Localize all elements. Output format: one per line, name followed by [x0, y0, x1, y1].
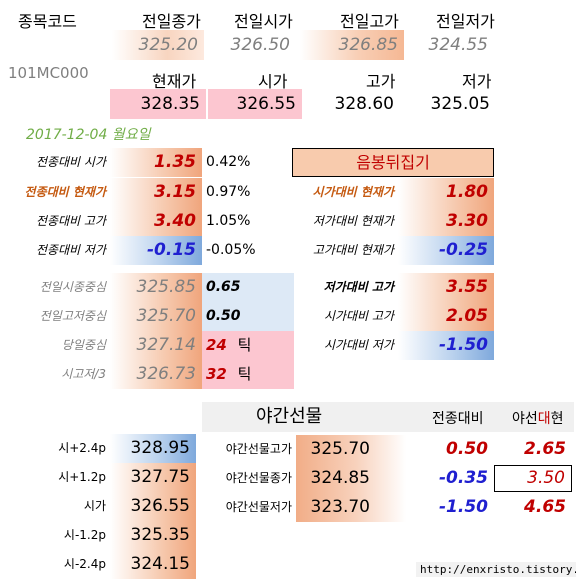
- curr-low-value: 325.05: [430, 94, 490, 114]
- prev-low-label: 전일저가: [436, 12, 495, 31]
- prev-oc-center-label: 전일시종중심: [39, 280, 106, 294]
- night-header-bg: [202, 402, 574, 432]
- compare-low-label: 전종대비 저가: [35, 243, 106, 257]
- level-plus24-value: 328.95: [110, 434, 196, 463]
- today-center-ticks: 24 틱: [202, 331, 294, 360]
- low-vs-current-value: 3.30: [398, 207, 494, 236]
- compare-open-pct: 0.42%: [206, 154, 251, 170]
- compare-low-value: -0.15: [110, 236, 202, 265]
- level-minus12-label: 시-1.2p: [63, 528, 106, 542]
- ohl3-ticks-count: 32: [206, 365, 227, 383]
- prev-high-value: 326.85: [300, 30, 404, 60]
- night-title: 야간선물: [256, 406, 323, 427]
- low-vs-high-label: 저가대비 고가: [323, 280, 394, 294]
- compare-open-value: 1.35: [110, 148, 202, 177]
- compare-high-value: 3.40: [110, 207, 202, 236]
- level-open-value: 326.55: [110, 492, 196, 521]
- prev-close-value: 325.20: [112, 30, 204, 60]
- curr-price-value: 328.35: [110, 89, 206, 119]
- night-low-vs: 4.65: [524, 497, 566, 517]
- prev-hl-center-diff: 0.50: [202, 302, 294, 331]
- night-low-value: 323.70: [296, 493, 406, 522]
- open-vs-low-label: 시가대비 저가: [323, 338, 394, 352]
- prev-oc-center-diff: 0.65: [202, 273, 294, 302]
- curr-open-label: 시가: [258, 72, 288, 91]
- night-col-diff: 전종대비: [432, 411, 484, 427]
- level-open-label: 시가: [83, 499, 106, 513]
- curr-high-value: 328.60: [334, 94, 394, 114]
- open-vs-high-value: 2.05: [398, 302, 494, 331]
- compare-high-pct: 1.05%: [206, 213, 251, 229]
- today-ticks-count: 24: [206, 336, 227, 354]
- prev-open-label: 전일시가: [234, 12, 293, 31]
- open-vs-current-label: 시가대비 현재가: [312, 185, 394, 199]
- prev-oc-center-value: 325.85: [110, 273, 202, 302]
- prev-high-label: 전일고가: [340, 12, 399, 31]
- compare-high-label: 전종대비 고가: [35, 214, 106, 228]
- prev-hl-center-value: 325.70: [110, 302, 202, 331]
- curr-high-label: 고가: [366, 72, 396, 91]
- night-high-label: 야간선물고가: [225, 442, 292, 456]
- night-low-label: 야간선물저가: [225, 500, 292, 514]
- compare-low-pct: -0.05%: [206, 242, 256, 258]
- compare-current-label: 전종대비 현재가: [24, 185, 106, 199]
- code-value: 101MC000: [8, 64, 89, 82]
- level-plus12-label: 시+1.2p: [58, 470, 106, 484]
- code-label: 종목코드: [18, 12, 77, 31]
- level-minus24-label: 시-2.4p: [63, 557, 106, 571]
- night-close-value: 324.85: [296, 464, 406, 493]
- night-high-vs: 2.65: [524, 439, 566, 459]
- compare-current-pct: 0.97%: [206, 184, 251, 200]
- ohl3-ticks: 32 틱: [202, 360, 294, 389]
- high-vs-current-value: -0.25: [398, 236, 494, 265]
- today-center-label: 당일중심: [61, 338, 106, 352]
- prev-low-value: 324.55: [428, 35, 488, 55]
- night-col-vs: 야선대현: [512, 411, 564, 427]
- open-vs-current-value: 1.80: [398, 178, 494, 207]
- open-vs-low-value: -1.50: [398, 331, 494, 360]
- curr-price-label: 현재가: [152, 72, 197, 91]
- night-close-label: 야간선물종가: [225, 471, 292, 485]
- prev-hl-center-label: 전일고저중심: [39, 309, 106, 323]
- prev-close-label: 전일종가: [142, 12, 201, 31]
- level-minus24-value: 324.15: [110, 550, 196, 579]
- night-high-value: 325.70: [296, 435, 406, 464]
- curr-low-label: 저가: [462, 72, 492, 91]
- today-ticks-unit: 틱: [237, 336, 252, 354]
- level-plus24-label: 시+2.4p: [58, 441, 106, 455]
- low-vs-current-label: 저가대비 현재가: [312, 214, 394, 228]
- level-plus12-value: 327.75: [110, 463, 196, 492]
- open-vs-high-label: 시가대비 고가: [323, 309, 394, 323]
- night-high-diff: 0.50: [446, 439, 488, 459]
- night-close-diff: -0.35: [439, 468, 488, 488]
- level-minus12-value: 325.35: [110, 521, 196, 550]
- night-close-vs: 3.50: [494, 465, 572, 492]
- watermark-link[interactable]: http://enxristo.tistory.com: [416, 562, 576, 577]
- compare-open-label: 전종대비 시가: [35, 155, 106, 169]
- date-label: 2017-12-04 월요일: [26, 127, 151, 143]
- ohl3-label: 시고저/3: [61, 367, 106, 381]
- compare-current-value: 3.15: [110, 178, 202, 207]
- ohl3-value: 326.73: [110, 360, 202, 389]
- night-low-diff: -1.50: [439, 497, 488, 517]
- high-vs-current-label: 고가대비 현재가: [312, 243, 394, 257]
- ohl3-ticks-unit: 틱: [237, 365, 252, 383]
- low-vs-high-value: 3.55: [398, 273, 494, 302]
- bearish-reversal-title: 음봉뒤집기: [292, 148, 494, 177]
- today-center-value: 327.14: [110, 331, 202, 360]
- curr-open-value: 326.55: [208, 89, 302, 119]
- prev-open-value: 326.50: [230, 35, 290, 55]
